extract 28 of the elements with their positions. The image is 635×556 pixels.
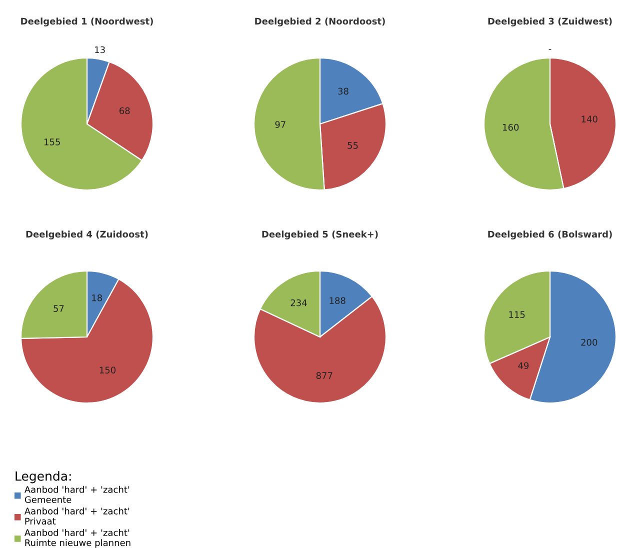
data-label: 200 xyxy=(581,338,598,346)
legend-label: Aanbod 'hard' + 'zacht' Gemeente xyxy=(24,486,130,504)
data-label: 234 xyxy=(290,299,307,306)
data-label: 150 xyxy=(100,366,116,374)
chart-title: Deelgebied 5 (Sneek+) xyxy=(262,230,378,240)
data-label: 18 xyxy=(92,294,102,302)
legend-title: Legenda: xyxy=(16,471,71,484)
data-label: 115 xyxy=(509,311,525,318)
data-label: 49 xyxy=(518,362,529,370)
data-label: 38 xyxy=(338,88,348,95)
data-label: 877 xyxy=(316,372,332,379)
text: - xyxy=(548,49,552,50)
data-label: 57 xyxy=(54,305,64,312)
chart-title: Deelgebied 4 (Zuidoost) xyxy=(26,230,148,240)
data-label: 188 xyxy=(330,297,346,304)
data-label: 13 xyxy=(95,46,105,54)
chart-title: Deelgebied 6 (Bolsward) xyxy=(488,230,612,240)
data-label: 55 xyxy=(348,142,358,149)
data-label: 155 xyxy=(44,138,60,146)
chart-title: Deelgebied 2 (Noordoost) xyxy=(255,18,385,26)
data-label: 68 xyxy=(119,107,130,114)
data-label: 97 xyxy=(275,121,286,128)
chart-title: Deelgebied 1 (Noordwest) xyxy=(21,18,153,26)
data-label: 160 xyxy=(502,124,519,131)
data-label: 140 xyxy=(582,116,598,122)
chart-title: Deelgebied 3 (Zuidwest) xyxy=(488,18,612,26)
legend-label: Aanbod 'hard' + 'zacht' Privaat xyxy=(24,507,130,525)
legend-label: Aanbod 'hard' + 'zacht' Ruimte nieuwe plannen xyxy=(24,529,130,548)
